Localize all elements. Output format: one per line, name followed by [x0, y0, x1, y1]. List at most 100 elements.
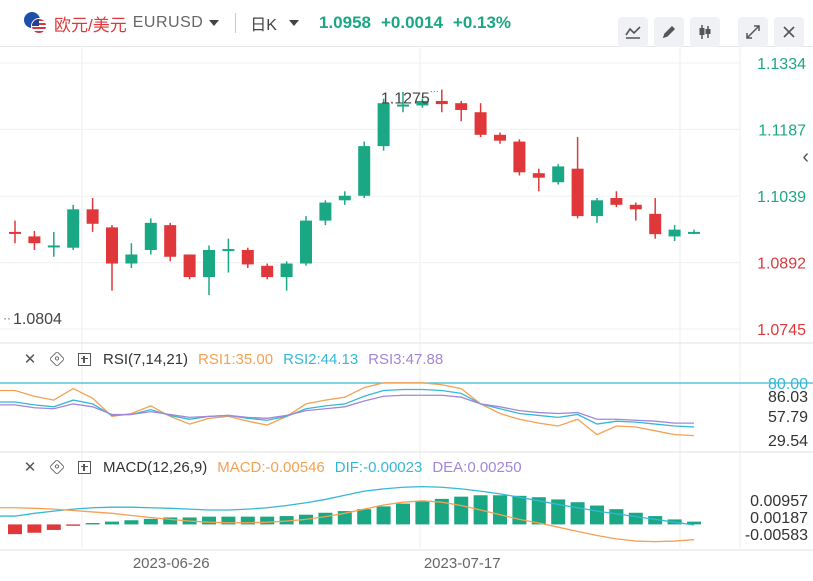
- candle-body: [9, 231, 21, 234]
- candle-body: [319, 202, 332, 221]
- dea-line: [0, 500, 695, 543]
- macd-histogram-bar: [143, 518, 158, 525]
- candle-body: [164, 225, 177, 257]
- high-price-label: 1.1275: [381, 91, 430, 108]
- candle-body: [571, 168, 584, 217]
- macd-histogram-bar: [434, 498, 449, 525]
- price-change-pct: +0.13%: [452, 13, 512, 32]
- price-axis-tick: 1.1039: [757, 189, 806, 206]
- dif-line: [0, 486, 695, 526]
- candle-body: [241, 249, 254, 265]
- period-select[interactable]: 日K: [250, 17, 277, 34]
- macd-close-icon[interactable]: ✕: [23, 459, 37, 476]
- rsi-panel-header: ✕ RSI(7,14,21) RSI1:35.00 RSI2:44.13 RSI…: [22, 350, 453, 369]
- header-divider: [235, 13, 237, 33]
- candle-body: [591, 200, 603, 217]
- candle-body: [552, 166, 565, 183]
- macd-histogram-bar: [687, 521, 701, 525]
- candle-body: [649, 213, 662, 235]
- pair-chevron-down-icon[interactable]: [209, 20, 220, 26]
- candle-body: [47, 245, 60, 248]
- last-price: 1.0958: [318, 13, 371, 32]
- macd-histogram-bar: [454, 496, 469, 525]
- macd-histogram-bar: [648, 516, 663, 525]
- macd-histogram-bar: [415, 500, 430, 525]
- candle-body: [358, 146, 371, 196]
- macd-histogram-bar: [27, 524, 42, 533]
- macd-histogram-bar: [279, 516, 294, 525]
- rsi1-line: [0, 382, 695, 437]
- macd-histogram-bar: [46, 524, 61, 530]
- close-icon[interactable]: [774, 17, 804, 47]
- rsi-settings-icon[interactable]: [49, 351, 65, 367]
- macd-histogram-bar: [163, 517, 178, 525]
- dea-value: DEA:0.00250: [432, 458, 522, 476]
- macd-histogram-bar: [512, 495, 527, 525]
- pair-code[interactable]: EURUSD: [132, 14, 204, 31]
- candle-body: [377, 103, 390, 147]
- candle-body: [261, 265, 274, 278]
- macd-histogram-bar: [124, 520, 139, 525]
- price-axis-tick: 1.1334: [757, 56, 806, 73]
- candle-body: [688, 231, 700, 234]
- rsi3-value: RSI3:47.88: [368, 350, 444, 368]
- macd-histogram-bar: [105, 521, 119, 525]
- candle-body: [86, 209, 99, 224]
- macd-name: MACD(12,26,9): [103, 458, 208, 476]
- candle-body: [222, 249, 235, 252]
- candle-body: [183, 254, 196, 278]
- macd-histogram-bar: [221, 516, 236, 525]
- candle-body: [203, 249, 215, 278]
- macd-histogram-bar: [590, 505, 604, 525]
- macd-axis-tick: -0.00583: [745, 527, 808, 544]
- low-price-leader: ··: [3, 311, 11, 325]
- macd-histogram-bar: [240, 516, 255, 525]
- candle-body: [125, 254, 138, 264]
- candle-body: [513, 141, 526, 173]
- macd-histogram-bar: [493, 495, 507, 525]
- candle-body: [435, 100, 448, 105]
- macd-histogram-bar: [531, 497, 546, 525]
- candle-body: [416, 100, 429, 106]
- period-chevron-down-icon[interactable]: [288, 20, 299, 26]
- macd-panel-header: ✕ MACD(12,26,9) MACD:-0.00546 DIF:-0.000…: [22, 458, 532, 477]
- draw-pen-icon[interactable]: [654, 17, 684, 47]
- rsi-add-indicator-icon[interactable]: [78, 352, 91, 366]
- rsi1-value: RSI1:35.00: [198, 350, 274, 368]
- candle-body: [28, 236, 41, 244]
- candle-body: [494, 134, 506, 141]
- macd-histogram-bar: [202, 516, 216, 525]
- macd-axis-tick: 0.00957: [750, 493, 808, 510]
- candle-body: [338, 195, 351, 201]
- collapse-left-icon[interactable]: ‹: [802, 146, 809, 168]
- candle-body: [106, 227, 118, 264]
- rsi2-line: [0, 388, 695, 428]
- eu-us-flag-icon: [24, 12, 47, 34]
- pair-name-cn[interactable]: 欧元/美元: [54, 15, 127, 35]
- macd-histogram-bar: [628, 512, 643, 525]
- candle-body: [280, 263, 293, 278]
- macd-settings-icon[interactable]: [49, 459, 65, 475]
- rsi2-value: RSI2:44.13: [283, 350, 359, 368]
- candle-body: [610, 198, 623, 205]
- date-axis-tick: 2023-07-17: [424, 555, 501, 572]
- macd-axis-tick: 0.00187: [750, 510, 808, 527]
- low-price-label: 1.0804: [13, 311, 62, 328]
- expand-icon[interactable]: [738, 17, 768, 47]
- candle-body: [144, 222, 157, 250]
- price-axis-tick: 1.0892: [757, 256, 806, 273]
- rsi-close-icon[interactable]: ✕: [23, 351, 37, 368]
- rsi-axis-tick: 57.79: [768, 409, 808, 426]
- candle-body: [67, 209, 80, 248]
- candle-body: [455, 103, 468, 110]
- price-axis-tick: 1.0745: [757, 322, 806, 339]
- price-axis-tick: 1.1187: [758, 122, 806, 139]
- macd-add-indicator-icon[interactable]: [78, 460, 91, 474]
- macd-histogram-bar: [8, 524, 22, 535]
- candle-body: [397, 104, 409, 107]
- candle-type-icon[interactable]: [690, 17, 720, 47]
- macd-histogram-bar: [376, 506, 391, 525]
- line-style-icon[interactable]: [618, 17, 648, 47]
- macd-histogram-bar: [609, 509, 624, 525]
